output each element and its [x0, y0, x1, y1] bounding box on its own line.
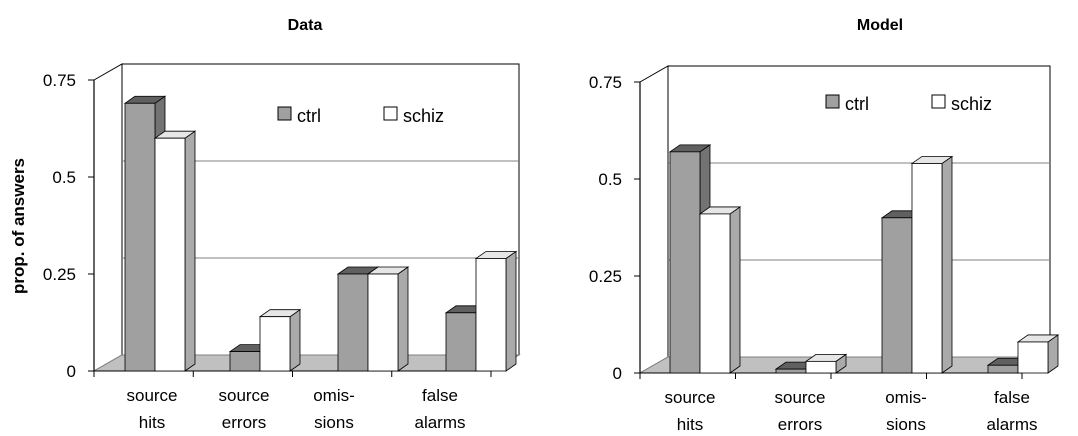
- category-label-line1: false: [422, 386, 458, 405]
- category-label-line2: sions: [886, 415, 926, 434]
- y-axis-label: prop. of answers: [9, 158, 28, 294]
- category-label-line1: source: [218, 386, 269, 405]
- category-label-line1: source: [126, 386, 177, 405]
- y-tick-label: 0: [613, 364, 622, 383]
- y-tick-label: 0.75: [589, 73, 622, 92]
- bar-schiz: [1016, 334, 1060, 374]
- y-tick-label: 0.75: [43, 71, 76, 90]
- panel-model: Model 0 0.25 0.5 0.75 source hits source errors o…: [589, 17, 1060, 434]
- category-label-line1: source: [774, 388, 825, 407]
- category-label-line1: omis-: [313, 386, 355, 405]
- chart-title: Model: [857, 17, 903, 34]
- panel-data: Data 0 0.25 0.5 0.75 source hits source errors om…: [43, 17, 521, 432]
- bar-schiz: [258, 308, 302, 372]
- bar-schiz: [153, 130, 197, 372]
- bar-schiz: [910, 155, 954, 374]
- chart-title: Data: [288, 17, 323, 34]
- category-label-line1: false: [994, 388, 1030, 407]
- category-label-line1: omis-: [885, 388, 927, 407]
- side-wall: [93, 63, 123, 372]
- category-label-line2: sions: [314, 413, 354, 432]
- legend-label-schiz: schiz: [403, 106, 444, 126]
- y-tick-label: 0.5: [52, 168, 76, 187]
- legend: ctrl schiz: [825, 94, 992, 114]
- category-label-line2: errors: [778, 415, 822, 434]
- bar-schiz: [474, 250, 518, 372]
- legend-swatch-schiz: [931, 94, 946, 109]
- bar-schiz: [804, 353, 848, 374]
- legend-swatch-ctrl: [277, 106, 292, 121]
- y-tick-label: 0.5: [598, 170, 622, 189]
- legend-swatch-ctrl: [825, 94, 840, 109]
- y-tick-label: 0.25: [43, 265, 76, 284]
- category-label-line2: hits: [139, 413, 165, 432]
- bar-schiz: [698, 206, 742, 374]
- y-tick-label: 0.25: [589, 267, 622, 286]
- legend-swatch-schiz: [383, 106, 398, 121]
- legend-label-ctrl: ctrl: [845, 94, 869, 114]
- legend-label-ctrl: ctrl: [297, 106, 321, 126]
- y-tick-label: 0: [67, 362, 76, 381]
- legend: ctrl schiz: [277, 106, 444, 126]
- category-label-line2: hits: [677, 415, 703, 434]
- side-wall: [639, 65, 669, 374]
- category-label-line1: source: [664, 388, 715, 407]
- category-label-line2: alarms: [414, 413, 465, 432]
- bar-schiz: [366, 266, 410, 372]
- category-label-line2: alarms: [986, 415, 1037, 434]
- category-label-line2: errors: [222, 413, 266, 432]
- legend-label-schiz: schiz: [951, 94, 992, 114]
